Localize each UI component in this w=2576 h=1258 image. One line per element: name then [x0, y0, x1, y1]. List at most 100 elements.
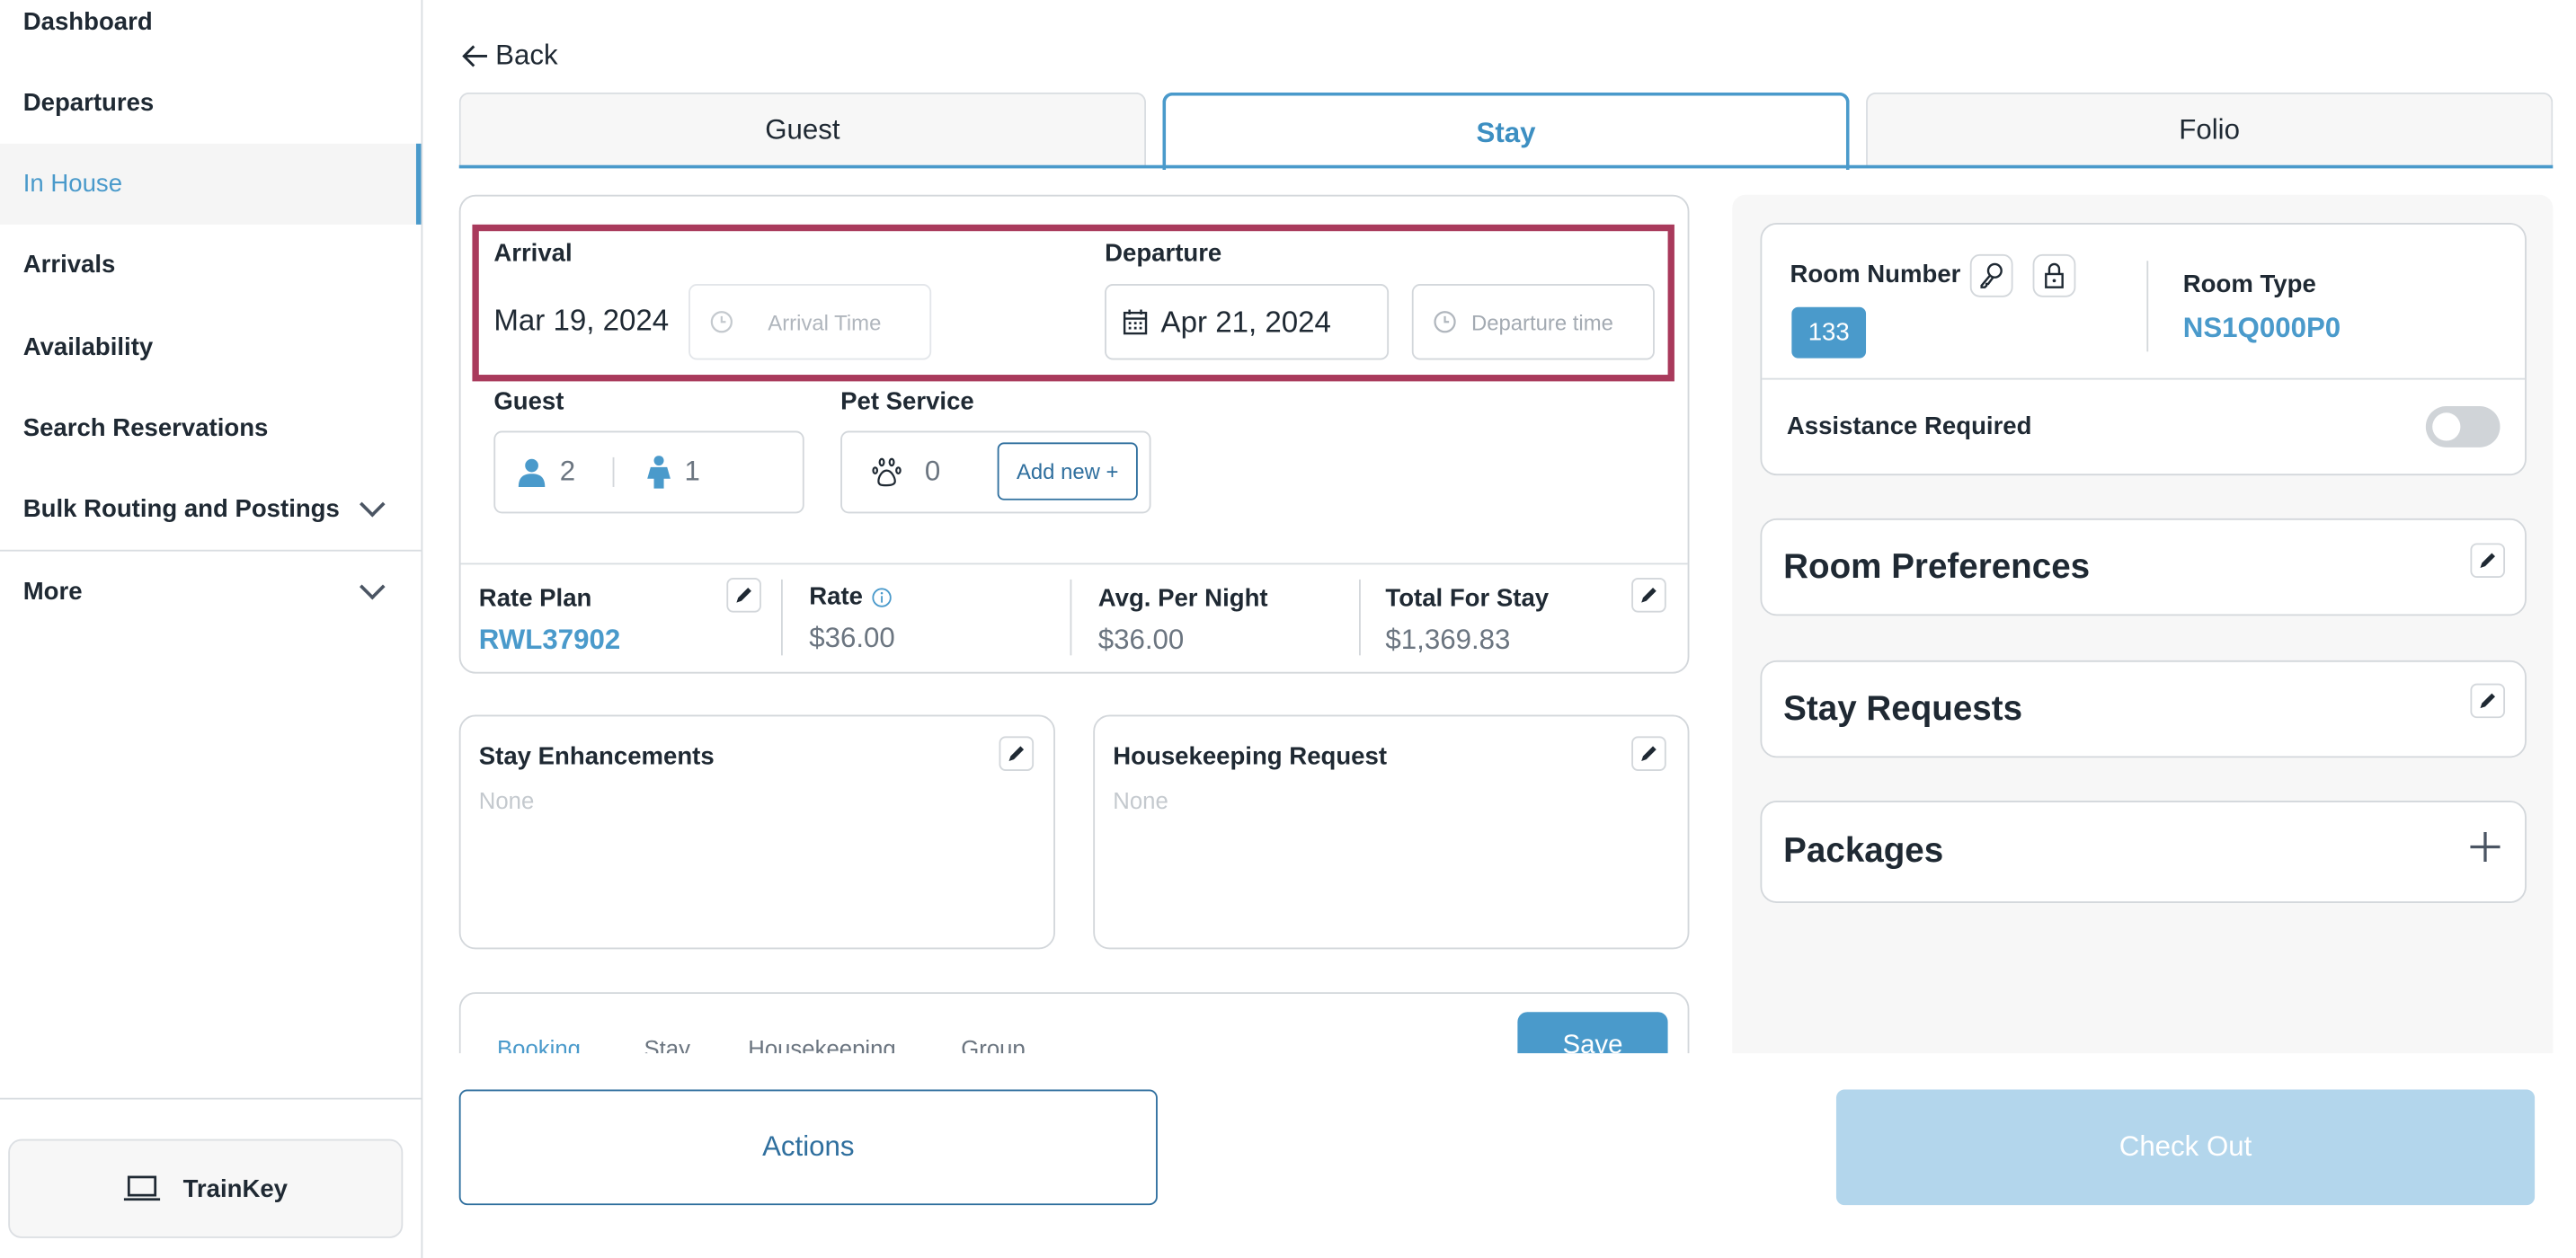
tab-folio[interactable]: Folio	[1866, 92, 2554, 167]
clock-icon	[710, 311, 733, 333]
key-button[interactable]	[1969, 253, 2013, 297]
sidebar-item-search-reservations[interactable]: Search Reservations	[0, 388, 421, 467]
divider	[1070, 579, 1072, 656]
housekeeping-request-label: Housekeeping Request	[1113, 742, 1388, 771]
sidebar-item-label: Availability	[22, 332, 154, 361]
laptop-icon	[123, 1175, 160, 1201]
rate-plan-label: Rate Plan	[478, 584, 592, 613]
stay-enhancements-value: None	[478, 787, 535, 814]
arrival-date: Mar 19, 2024	[493, 304, 670, 337]
assistance-toggle[interactable]	[2425, 405, 2500, 447]
divider	[780, 579, 783, 656]
actions-button[interactable]: Actions	[458, 1089, 1158, 1206]
edit-rate-plan-button[interactable]	[726, 578, 761, 613]
pencil-icon	[1008, 746, 1025, 761]
room-number-badge[interactable]: 133	[1791, 306, 1867, 359]
lock-button[interactable]	[2032, 253, 2076, 297]
room-type-link[interactable]: NS1Q000P0	[2182, 312, 2341, 344]
save-button[interactable]: Save	[1517, 1012, 1668, 1054]
sidebar-item-departures[interactable]: Departures	[0, 63, 421, 142]
stay-details-card	[458, 194, 1690, 674]
subtab-group[interactable]: Group	[961, 1034, 1026, 1054]
sidebar-item-bulk-routing[interactable]: Bulk Routing and Postings	[0, 469, 421, 548]
room-preferences-title: Room Preferences	[1783, 547, 2091, 587]
rate-plan-link[interactable]: RWL37902	[478, 624, 621, 656]
add-pet-label: Add new +	[1016, 458, 1119, 484]
pencil-icon	[1641, 588, 1657, 603]
assistance-required-label: Assistance Required	[1786, 412, 2032, 441]
stay-requests-title: Stay Requests	[1783, 689, 2023, 729]
edit-stay-requests-button[interactable]	[2470, 683, 2506, 719]
total-for-stay-value: $1,369.83	[1385, 624, 1511, 656]
save-label: Save	[1562, 1032, 1623, 1054]
adult-icon	[518, 458, 546, 487]
check-out-label: Check Out	[2119, 1130, 2252, 1163]
back-link[interactable]: Back	[462, 40, 558, 73]
sidebar-item-label: Search Reservations	[22, 413, 269, 442]
stay-requests-card[interactable]: Stay Requests	[1760, 660, 2527, 758]
sidebar: Dashboard Departures In House Arrivals A…	[0, 0, 423, 1258]
back-label: Back	[495, 40, 558, 71]
sidebar-item-label: Bulk Routing and Postings	[22, 494, 340, 523]
info-icon[interactable]	[871, 587, 891, 607]
avg-per-night-value: $36.00	[1097, 624, 1185, 656]
pencil-icon	[1641, 746, 1657, 761]
chevron-down-icon	[359, 491, 386, 518]
chevron-down-icon	[359, 573, 386, 600]
sidebar-item-label: Dashboard	[22, 7, 153, 36]
pencil-icon	[2480, 553, 2496, 568]
tab-guest[interactable]: Guest	[458, 92, 1147, 167]
tab-stay[interactable]: Stay	[1162, 92, 1850, 171]
sidebar-item-label: Arrivals	[22, 250, 116, 279]
departure-date-input[interactable]: Apr 21, 2024	[1105, 283, 1390, 360]
divider	[613, 456, 616, 487]
housekeeping-request-value: None	[1113, 787, 1168, 814]
sidebar-item-in-house[interactable]: In House	[0, 143, 422, 225]
packages-title: Packages	[1783, 831, 1944, 871]
room-preferences-card[interactable]: Room Preferences	[1760, 518, 2527, 616]
plus-icon[interactable]	[2469, 830, 2502, 864]
arrival-time-placeholder: Arrival Time	[768, 309, 882, 335]
stay-enhancements-label: Stay Enhancements	[478, 742, 715, 771]
subtab-housekeeping[interactable]: Housekeeping	[748, 1034, 896, 1054]
add-pet-button[interactable]: Add new +	[997, 442, 1138, 501]
sidebar-item-dashboard[interactable]: Dashboard	[0, 0, 421, 61]
pencil-icon	[736, 588, 751, 603]
departure-date: Apr 21, 2024	[1160, 304, 1331, 338]
child-count: 1	[684, 456, 700, 487]
trainkey-button[interactable]: TrainKey	[8, 1138, 404, 1238]
guest-count-field[interactable]: 2 1	[493, 430, 804, 514]
subtab-stay[interactable]: Stay	[644, 1034, 690, 1054]
sidebar-item-arrivals[interactable]: Arrivals	[0, 225, 421, 304]
divider	[460, 563, 1688, 565]
check-out-button[interactable]: Check Out	[1835, 1089, 2536, 1206]
divider	[1359, 579, 1361, 656]
key-icon	[1980, 262, 2003, 288]
room-card	[1760, 223, 2527, 476]
child-icon	[648, 456, 671, 489]
divider	[2146, 261, 2149, 352]
sidebar-item-more[interactable]: More	[0, 552, 421, 631]
avg-per-night-label: Avg. Per Night	[1097, 584, 1268, 613]
trainkey-label: TrainKey	[182, 1174, 289, 1203]
subtab-booking[interactable]: Booking	[496, 1034, 581, 1054]
rate-label-group: Rate	[809, 583, 891, 611]
room-number: 133	[1808, 318, 1850, 347]
calendar-icon	[1123, 309, 1148, 335]
tab-label: Stay	[1476, 116, 1536, 148]
edit-total-button[interactable]	[1631, 578, 1666, 613]
notes-card: Booking Stay Housekeeping Group Save	[458, 992, 1690, 1054]
packages-card[interactable]: Packages	[1760, 801, 2527, 903]
rate-label: Rate	[809, 582, 863, 611]
stay-enhancements-card	[458, 714, 1055, 950]
departure-time-placeholder: Departure time	[1470, 309, 1613, 335]
arrival-time-input[interactable]: Arrival Time	[688, 283, 932, 360]
edit-housekeeping-button[interactable]	[1631, 736, 1666, 771]
highlight-box	[472, 224, 1674, 382]
edit-enhancements-button[interactable]	[999, 736, 1035, 771]
edit-room-preferences-button[interactable]	[2470, 543, 2506, 579]
room-type-label: Room Type	[2182, 270, 2316, 299]
divider	[0, 1097, 422, 1100]
sidebar-item-availability[interactable]: Availability	[0, 307, 421, 386]
departure-time-input[interactable]: Departure time	[1411, 283, 1655, 360]
